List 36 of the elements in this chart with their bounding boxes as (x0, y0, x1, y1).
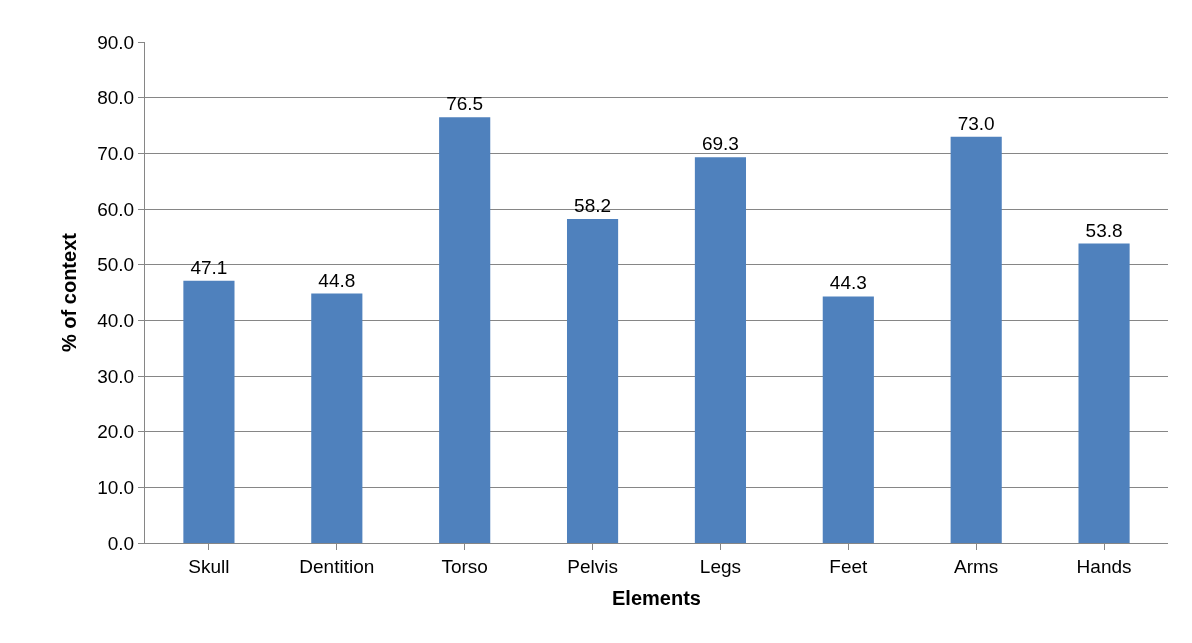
bar (1078, 243, 1130, 543)
y-tick-label: 40.0 (97, 309, 135, 331)
x-tick-label: Arms (954, 555, 999, 577)
data-label: 44.3 (829, 272, 867, 294)
x-tick-label: Torso (441, 555, 488, 577)
bar (439, 117, 491, 543)
data-label: 76.5 (446, 93, 484, 115)
y-axis-title: % of context (57, 232, 80, 352)
data-label: 58.2 (574, 195, 612, 217)
data-label: 44.8 (318, 269, 356, 291)
x-tick-label: Hands (1076, 555, 1132, 577)
x-tick-label: Dentition (299, 555, 375, 577)
bar (950, 136, 1002, 543)
y-tick-label: 20.0 (97, 421, 135, 443)
y-tick-label: 80.0 (97, 87, 135, 109)
x-axis-title: Elements (612, 587, 701, 610)
y-tick-label: 30.0 (97, 365, 135, 387)
bar (183, 280, 235, 543)
bar (311, 293, 363, 543)
data-label: 47.1 (190, 256, 228, 278)
y-tick-label: 60.0 (97, 198, 135, 220)
x-tick-label: Pelvis (567, 555, 618, 577)
y-tick-label: 50.0 (97, 254, 135, 276)
y-tick-label: 10.0 (97, 476, 135, 498)
bar (822, 296, 874, 543)
x-tick-label: Legs (699, 555, 742, 577)
y-tick-label: 70.0 (97, 142, 135, 164)
y-tick-label: 90.0 (97, 31, 135, 53)
bar (694, 157, 747, 543)
x-tick-label: Feet (829, 555, 869, 577)
data-label: 69.3 (701, 133, 739, 155)
bar (566, 219, 619, 543)
data-label: 53.8 (1085, 219, 1123, 241)
x-tick-label: Skull (188, 555, 230, 577)
y-tick-label: 0.0 (107, 532, 135, 554)
data-label: 73.0 (957, 112, 995, 134)
